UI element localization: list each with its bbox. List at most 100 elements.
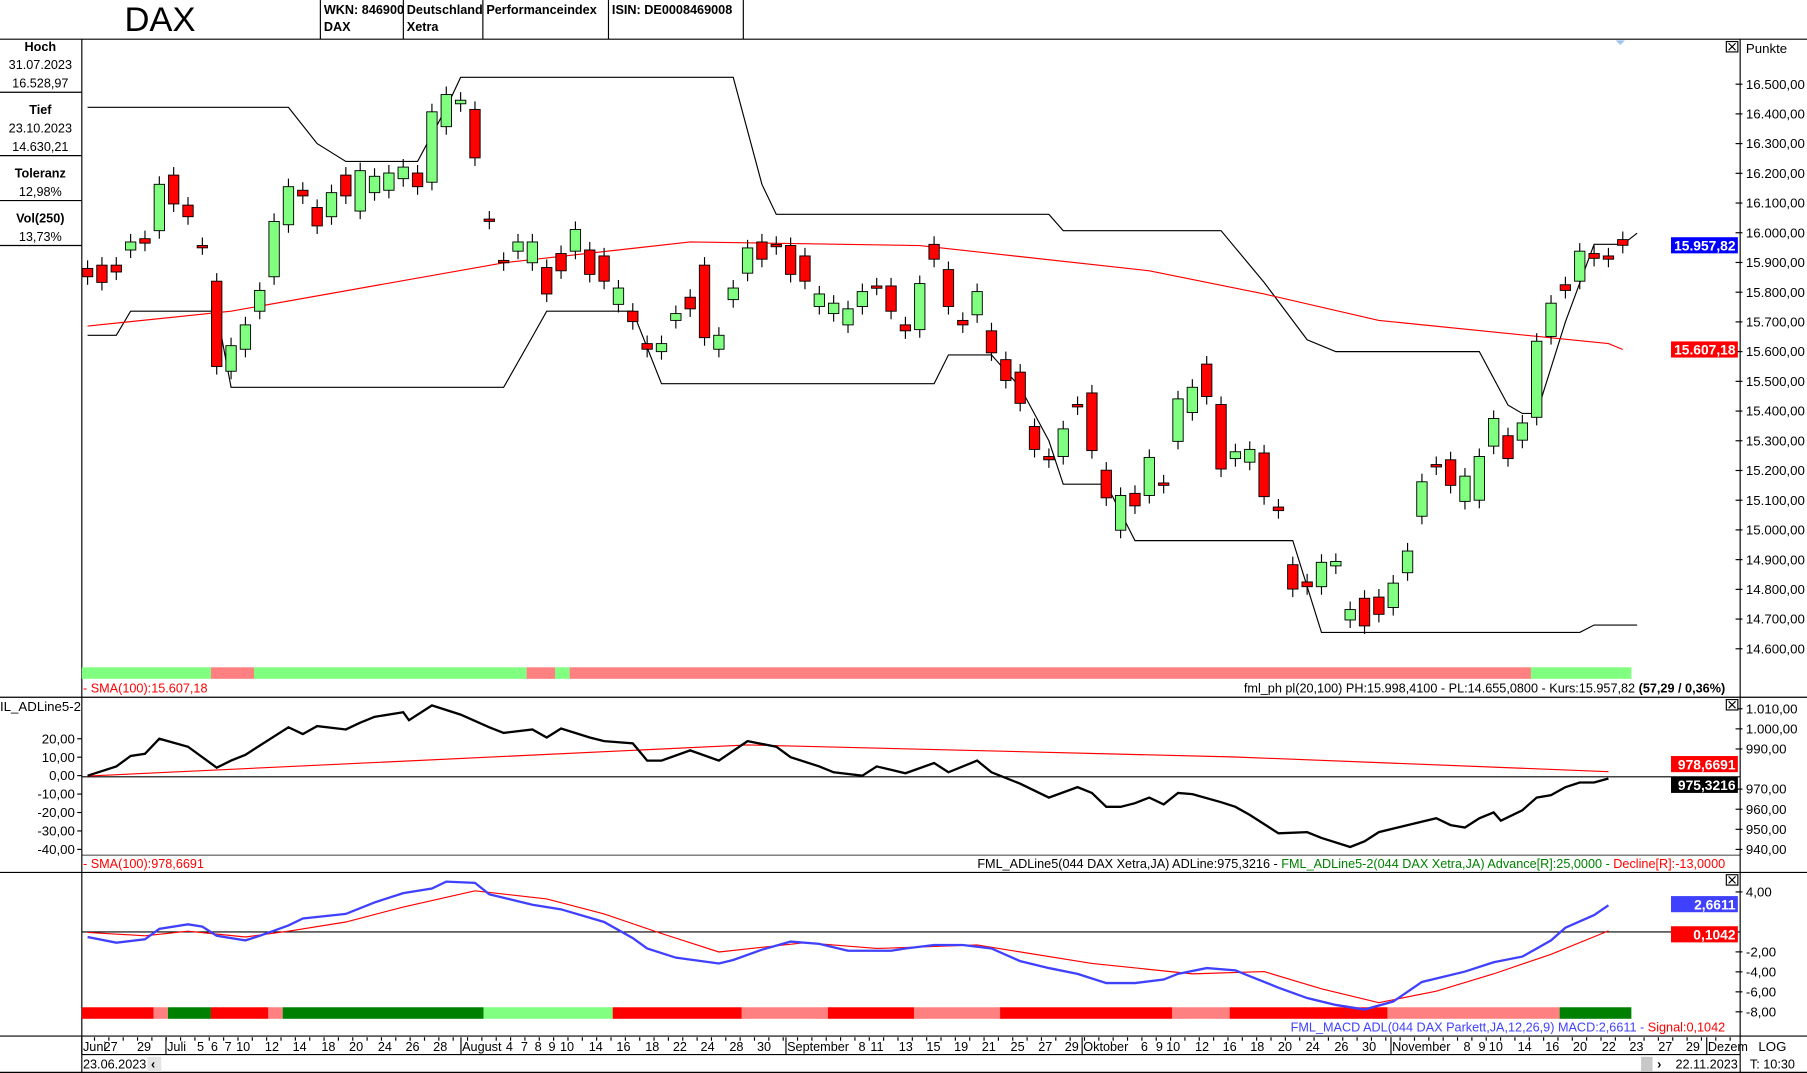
macd-legend: FML_MACD ADL(044 DAX Parkett,JA,12,26,9)… bbox=[1291, 1020, 1726, 1034]
price-tick-label: 15.000,00 bbox=[1746, 523, 1805, 538]
candle bbox=[1043, 456, 1055, 461]
candle bbox=[1143, 456, 1155, 496]
log-scale-toggle[interactable]: LOG bbox=[1758, 1039, 1786, 1054]
day-label: 30 bbox=[1362, 1040, 1376, 1054]
stat-label: Hoch bbox=[25, 40, 57, 54]
candle bbox=[526, 241, 539, 264]
price-tick-label: 15.500,00 bbox=[1746, 374, 1805, 389]
day-label: 21 bbox=[982, 1040, 996, 1054]
last-price-tag-bg bbox=[1671, 237, 1738, 254]
month-label: Dezem bbox=[1708, 1040, 1748, 1054]
scroll-left-button[interactable]: ‹ bbox=[147, 1056, 162, 1072]
macd-status-segment bbox=[483, 1007, 613, 1019]
macd-status-segment bbox=[167, 1007, 211, 1019]
macd-tick-label: -6,00 bbox=[1746, 984, 1776, 999]
candle bbox=[340, 174, 352, 197]
candle bbox=[1344, 609, 1356, 621]
candle bbox=[612, 287, 625, 305]
adline-left-tick-label: -30,00 bbox=[37, 824, 75, 839]
adline-tick-label: 970,00 bbox=[1746, 782, 1787, 797]
adline-tick-label: 950,00 bbox=[1746, 822, 1787, 837]
instrument-title: DAX bbox=[124, 1, 195, 39]
day-label: 29 bbox=[1686, 1040, 1700, 1054]
scroll-right-button[interactable]: › bbox=[1657, 1057, 1661, 1071]
day-label: 8 bbox=[535, 1040, 542, 1054]
channel-low-line bbox=[87, 310, 1638, 634]
day-label: 12 bbox=[1195, 1040, 1209, 1054]
candle bbox=[1057, 428, 1069, 457]
candle bbox=[885, 285, 897, 312]
header-cell-line1: Deutschland bbox=[407, 3, 483, 17]
adline-left-tick-label: -40,00 bbox=[37, 842, 75, 857]
candle bbox=[498, 259, 510, 264]
day-label: 8 bbox=[1464, 1040, 1471, 1054]
day-label: 9 bbox=[548, 1040, 555, 1054]
channel-high-line bbox=[87, 76, 1638, 415]
candle bbox=[871, 285, 883, 289]
day-label: 29 bbox=[1065, 1040, 1079, 1054]
candle bbox=[1574, 250, 1586, 282]
candle bbox=[368, 175, 381, 194]
macd-status-segment bbox=[1172, 1007, 1230, 1019]
day-label: 16 bbox=[1223, 1040, 1237, 1054]
candle bbox=[469, 108, 481, 159]
adline-legend: FML_ADLine5(044 DAX Xetra,JA) ADLine:975… bbox=[977, 857, 1725, 871]
day-label: 13 bbox=[899, 1040, 913, 1054]
candle bbox=[541, 267, 553, 295]
price-tick-label: 16.100,00 bbox=[1746, 196, 1805, 211]
candle bbox=[698, 264, 711, 339]
trend-status-segment bbox=[526, 667, 556, 679]
candle bbox=[1617, 239, 1629, 246]
day-label: 24 bbox=[1306, 1040, 1320, 1054]
close-macd-panel-button[interactable] bbox=[1725, 874, 1739, 886]
price-tick-label: 16.300,00 bbox=[1746, 136, 1805, 151]
candle bbox=[842, 308, 854, 326]
adline-tick-label: 1.010,00 bbox=[1746, 701, 1798, 716]
macd-tag-bg bbox=[1671, 896, 1738, 913]
day-label: 25 bbox=[1011, 1040, 1025, 1054]
price-tick-label: 16.400,00 bbox=[1746, 107, 1805, 122]
day-label: 30 bbox=[757, 1040, 771, 1054]
day-label: 16 bbox=[616, 1040, 630, 1054]
price-tick-label: 15.700,00 bbox=[1746, 315, 1805, 330]
candle bbox=[1315, 561, 1328, 588]
day-label: 18 bbox=[1250, 1040, 1264, 1054]
candle bbox=[168, 174, 180, 205]
candle bbox=[1502, 435, 1514, 460]
adline-legend-value: FML_ADLine5(044 DAX Xetra,JA) ADLine:975… bbox=[977, 857, 1281, 871]
chevron-left-icon: ‹ bbox=[151, 1057, 155, 1071]
candle bbox=[1559, 284, 1572, 291]
chevron-right-icon: › bbox=[1657, 1057, 1661, 1071]
stat-label: Vol(250) bbox=[16, 211, 64, 225]
day-label: 22 bbox=[673, 1040, 687, 1054]
month-label: Juni bbox=[83, 1040, 106, 1054]
adline-panel-title: IL_ADLine5-2 bbox=[0, 699, 81, 714]
macd-status-segment bbox=[153, 1007, 168, 1019]
macd-panel: 4,00 -2,00 -4,00 -6,00 -8,00 2,6611 0,1042 bbox=[81, 880, 1776, 1019]
horizontal-scrollbar-thumb[interactable] bbox=[1641, 1056, 1653, 1072]
candle bbox=[268, 221, 280, 278]
candle bbox=[1602, 255, 1615, 260]
candle bbox=[1459, 475, 1471, 502]
trend-status-segment bbox=[569, 667, 1531, 679]
candle bbox=[856, 291, 869, 307]
candle bbox=[1301, 581, 1313, 588]
candle bbox=[1473, 456, 1485, 501]
close-price-panel-button[interactable] bbox=[1725, 40, 1739, 53]
macd-legend-value: FML_MACD ADL(044 DAX Parkett,JA,12,26,9)… bbox=[1291, 1020, 1648, 1034]
adline-sma-tag-bg bbox=[1671, 756, 1738, 773]
candle bbox=[942, 269, 955, 307]
day-label: 10 bbox=[236, 1040, 250, 1054]
candle bbox=[828, 302, 840, 315]
candle bbox=[182, 204, 194, 218]
stat-value: 31.07.2023 bbox=[9, 58, 72, 72]
price-panel: 16.500,00 16.400,00 16.300,00 16.200,00 16.1… bbox=[81, 76, 1805, 679]
adline-left-tick-label: 10,00 bbox=[42, 750, 75, 765]
macd-tick-label: -8,00 bbox=[1746, 1004, 1776, 1019]
close-adline-panel-button[interactable] bbox=[1725, 698, 1739, 711]
candle bbox=[1158, 482, 1170, 486]
macd-status-segment bbox=[612, 1007, 742, 1019]
candle bbox=[641, 343, 653, 350]
candle bbox=[784, 245, 797, 275]
